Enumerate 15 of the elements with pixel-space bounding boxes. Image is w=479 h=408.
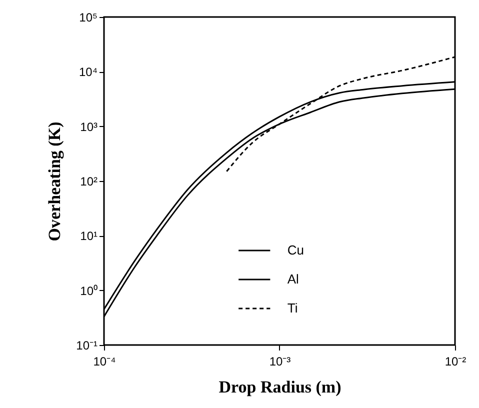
- y-tick-label: 10²: [80, 174, 98, 188]
- y-tick-label: 10¹: [80, 229, 98, 244]
- x-axis-title: Drop Radius (m): [218, 378, 342, 396]
- y-tick-label: 10⁻¹: [76, 338, 98, 352]
- legend-label: Cu: [287, 242, 304, 258]
- legend-label: Al: [287, 271, 300, 286]
- y-axis-title: Overheating (K): [45, 122, 64, 242]
- y-tick-label: 10³: [80, 120, 98, 134]
- y-tick-label: 10⁴: [78, 65, 98, 80]
- x-tick-label: 10⁻²: [444, 354, 466, 368]
- y-tick-label: 10⁵: [79, 10, 98, 24]
- legend-label: Ti: [287, 300, 298, 316]
- y-tick-label: 10⁰: [80, 284, 98, 298]
- x-tick-label: 10⁻⁴: [93, 354, 116, 368]
- x-tick-label: 10⁻³: [269, 354, 291, 368]
